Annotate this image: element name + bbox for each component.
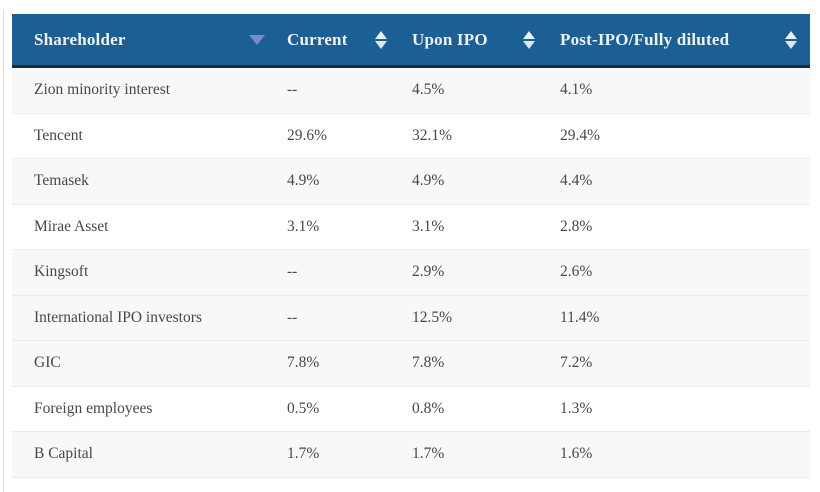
column-header-post-ipo[interactable]: Post-IPO/Fully diluted	[548, 14, 810, 65]
shareholder-name-cell: Tencent	[34, 126, 83, 144]
current-stake-cell: 29.6%	[287, 126, 328, 144]
table-header-row: Shareholder Current Upon IPO Post-IPO/Fu…	[12, 14, 810, 68]
sort-down-arrow-icon	[785, 40, 797, 49]
sort-desc-icon[interactable]	[249, 34, 265, 45]
shareholder-name-cell: Zion minority interest	[34, 81, 171, 99]
post-ipo-stake-cell: 1.3%	[560, 399, 593, 417]
upon-ipo-stake-cell: 4.9%	[412, 172, 445, 190]
upon-ipo-stake-cell: 32.1%	[412, 126, 453, 144]
sort-toggle-icon[interactable]	[785, 30, 797, 49]
upon-ipo-stake-cell: 0.8%	[412, 399, 445, 417]
column-header-current-label: Current	[287, 29, 348, 49]
shareholder-name-cell: Foreign employees	[34, 399, 153, 417]
current-stake-cell: 1.7%	[287, 445, 320, 463]
upon-ipo-stake-cell: 1.7%	[412, 445, 445, 463]
shareholder-table: Shareholder Current Upon IPO Post-IPO/Fu…	[12, 14, 810, 478]
post-ipo-stake-cell: 7.2%	[560, 354, 593, 372]
current-stake-cell: 3.1%	[287, 217, 320, 235]
sort-down-arrow-icon	[523, 40, 535, 49]
upon-ipo-stake-cell: 2.9%	[412, 263, 445, 281]
table-row[interactable]: International IPO investors -- 12.5% 11.…	[12, 295, 810, 341]
sort-down-arrow-icon	[375, 40, 387, 49]
post-ipo-stake-cell: 29.4%	[560, 126, 601, 144]
upon-ipo-stake-cell: 4.5%	[412, 81, 445, 99]
post-ipo-stake-cell: 2.6%	[560, 263, 593, 281]
current-stake-cell: 0.5%	[287, 399, 320, 417]
table-body: Zion minority interest -- 4.5% 4.1% Tenc…	[12, 68, 810, 478]
upon-ipo-stake-cell: 7.8%	[412, 354, 445, 372]
post-ipo-stake-cell: 2.8%	[560, 217, 593, 235]
table-row[interactable]: Temasek 4.9% 4.9% 4.4%	[12, 159, 810, 205]
sort-toggle-icon[interactable]	[375, 30, 387, 49]
shareholder-name-cell: Temasek	[34, 172, 89, 190]
table-row[interactable]: Kingsoft -- 2.9% 2.6%	[12, 250, 810, 296]
shareholder-name-cell: B Capital	[34, 445, 93, 463]
current-stake-cell: --	[287, 308, 298, 326]
sort-up-arrow-icon	[785, 30, 797, 39]
sort-up-arrow-icon	[375, 30, 387, 39]
column-header-shareholder-label: Shareholder	[34, 29, 126, 49]
column-header-shareholder[interactable]: Shareholder	[12, 14, 275, 65]
table-row[interactable]: Zion minority interest -- 4.5% 4.1%	[12, 68, 810, 114]
shareholder-name-cell: International IPO investors	[34, 308, 202, 326]
current-stake-cell: 4.9%	[287, 172, 320, 190]
table-row[interactable]: Foreign employees 0.5% 0.8% 1.3%	[12, 386, 810, 432]
column-header-current[interactable]: Current	[275, 14, 400, 65]
shareholder-name-cell: Kingsoft	[34, 263, 89, 281]
post-ipo-stake-cell: 4.4%	[560, 172, 593, 190]
column-header-post-ipo-label: Post-IPO/Fully diluted	[560, 29, 730, 49]
table-row[interactable]: GIC 7.8% 7.8% 7.2%	[12, 341, 810, 387]
column-header-upon-ipo[interactable]: Upon IPO	[400, 14, 548, 65]
upon-ipo-stake-cell: 3.1%	[412, 217, 445, 235]
current-stake-cell: --	[287, 81, 298, 99]
upon-ipo-stake-cell: 12.5%	[412, 308, 453, 326]
table-row[interactable]: Tencent 29.6% 32.1% 29.4%	[12, 113, 810, 159]
sort-up-arrow-icon	[523, 30, 535, 39]
table-row[interactable]: B Capital 1.7% 1.7% 1.6%	[12, 432, 810, 478]
current-stake-cell: --	[287, 263, 298, 281]
sort-toggle-icon[interactable]	[523, 30, 535, 49]
post-ipo-stake-cell: 4.1%	[560, 81, 593, 99]
table-row[interactable]: Mirae Asset 3.1% 3.1% 2.8%	[12, 204, 810, 250]
shareholder-name-cell: Mirae Asset	[34, 217, 109, 235]
current-stake-cell: 7.8%	[287, 354, 320, 372]
post-ipo-stake-cell: 1.6%	[560, 445, 593, 463]
page-left-rule	[3, 10, 4, 492]
post-ipo-stake-cell: 11.4%	[560, 308, 600, 326]
shareholder-name-cell: GIC	[34, 354, 61, 372]
column-header-upon-ipo-label: Upon IPO	[412, 29, 488, 49]
